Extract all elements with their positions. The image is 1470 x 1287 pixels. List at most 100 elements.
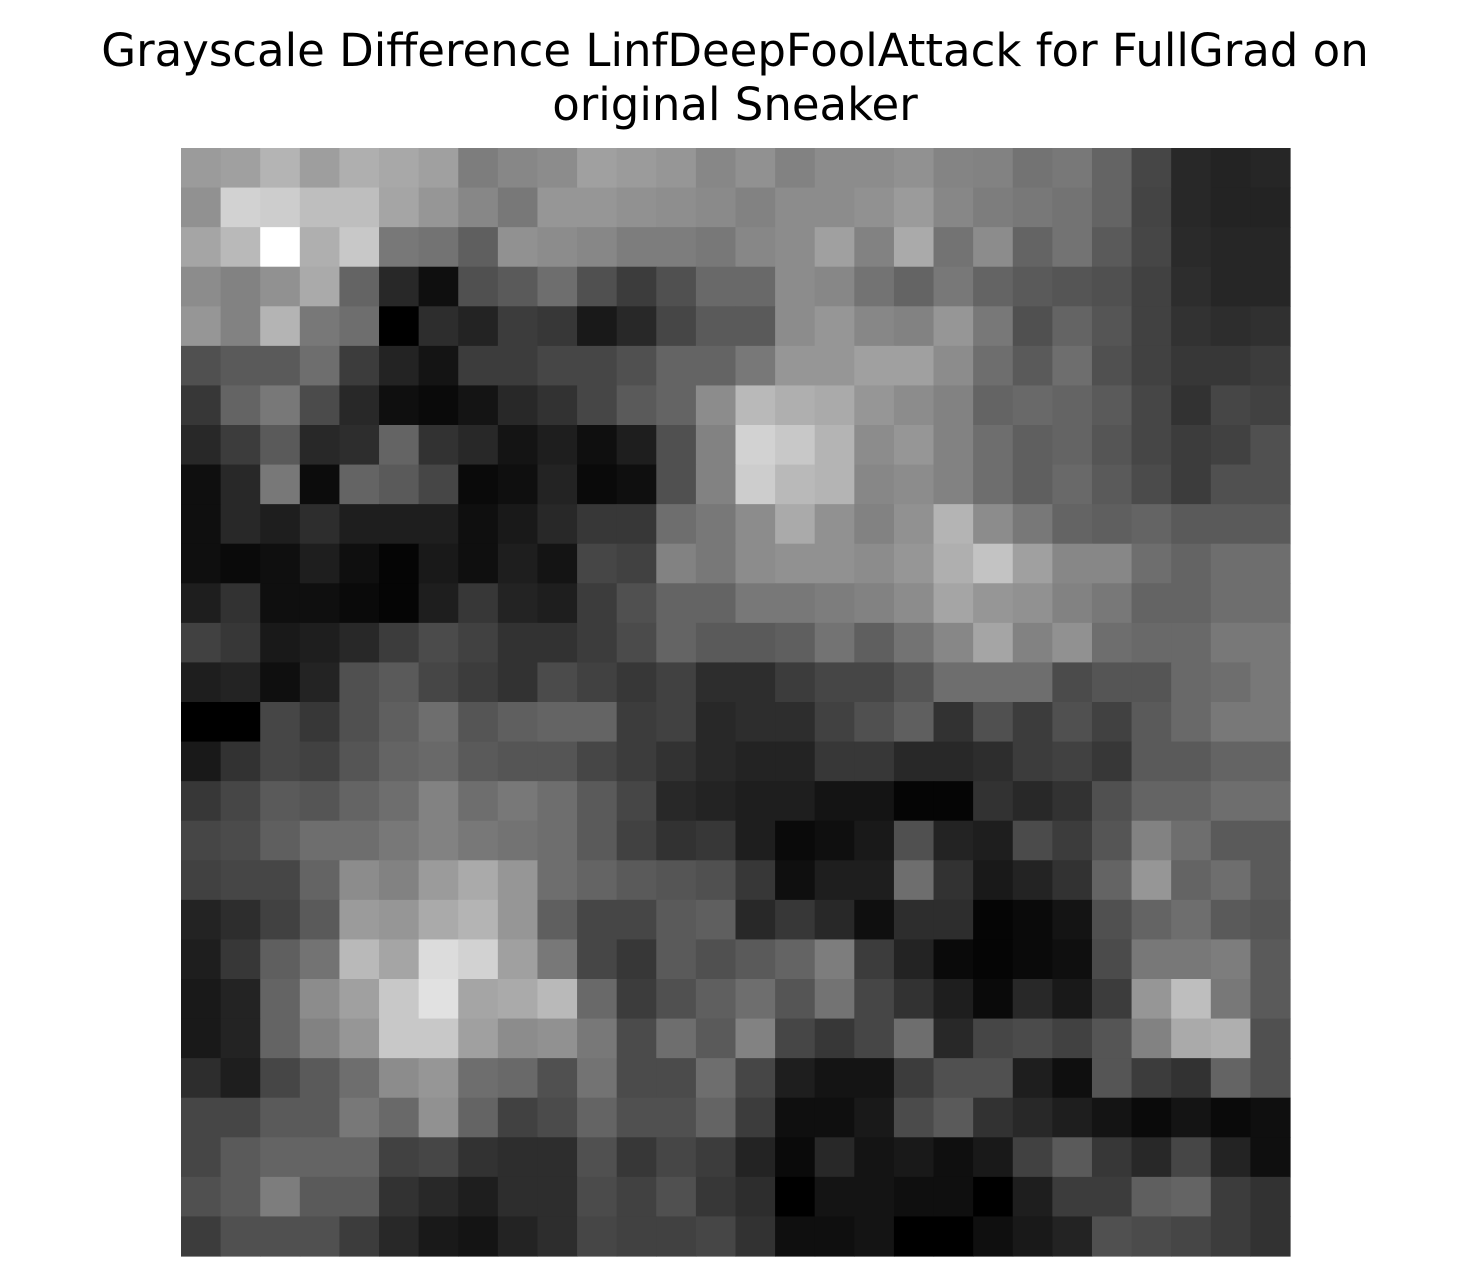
heatmap-cell: [656, 821, 696, 861]
heatmap-cell: [775, 662, 815, 702]
heatmap-cell: [339, 306, 379, 346]
heatmap-cell: [537, 1137, 577, 1177]
heatmap-cell: [617, 306, 657, 346]
heatmap-cell: [656, 188, 696, 228]
heatmap-cell: [537, 860, 577, 900]
heatmap-cell: [696, 900, 736, 940]
heatmap-cell: [656, 306, 696, 346]
heatmap-cell: [260, 583, 300, 623]
heatmap-cell: [1132, 1098, 1172, 1138]
heatmap-cell: [537, 425, 577, 465]
heatmap-cell: [458, 425, 498, 465]
heatmap-cell: [537, 1216, 577, 1256]
heatmap-cell: [617, 979, 657, 1019]
heatmap-cell: [973, 1098, 1013, 1138]
heatmap-cell: [736, 1098, 776, 1138]
heatmap-cell: [419, 781, 459, 821]
heatmap-cell: [1250, 702, 1290, 742]
heatmap-cell: [537, 900, 577, 940]
heatmap-cell: [854, 583, 894, 623]
heatmap-cell: [1171, 623, 1211, 663]
heatmap-cell: [577, 148, 617, 188]
heatmap-cell: [854, 1019, 894, 1059]
heatmap-cell: [577, 939, 617, 979]
heatmap-cell: [696, 1098, 736, 1138]
heatmap-cell: [973, 939, 1013, 979]
heatmap-cell: [854, 544, 894, 584]
heatmap-cell: [1171, 544, 1211, 584]
heatmap-cell: [339, 346, 379, 386]
heatmap-cell: [260, 742, 300, 782]
heatmap-cell: [577, 742, 617, 782]
heatmap-cell: [537, 385, 577, 425]
heatmap-cell: [419, 465, 459, 505]
heatmap-cell: [1211, 742, 1251, 782]
heatmap-cell: [934, 227, 974, 267]
heatmap-cell: [419, 821, 459, 861]
heatmap-cell: [736, 425, 776, 465]
heatmap-cell: [1250, 385, 1290, 425]
heatmap-cell: [300, 939, 340, 979]
heatmap-cell: [973, 1058, 1013, 1098]
heatmap-cell: [815, 188, 855, 228]
heatmap-cell: [458, 742, 498, 782]
heatmap-cell: [260, 1216, 300, 1256]
heatmap-cell: [419, 544, 459, 584]
heatmap-cell: [181, 1058, 221, 1098]
heatmap-cell: [815, 939, 855, 979]
heatmap-cell: [1092, 860, 1132, 900]
heatmap-cell: [221, 346, 261, 386]
heatmap-cell: [854, 148, 894, 188]
heatmap-cell: [894, 1177, 934, 1217]
heatmap-cell: [498, 148, 538, 188]
heatmap-cell: [300, 1216, 340, 1256]
heatmap-cell: [577, 227, 617, 267]
heatmap-cell: [934, 465, 974, 505]
heatmap-cell: [537, 306, 577, 346]
heatmap-cell: [617, 425, 657, 465]
heatmap-cell: [617, 1098, 657, 1138]
heatmap-cell: [221, 583, 261, 623]
heatmap-cell: [419, 742, 459, 782]
heatmap-cell: [736, 1177, 776, 1217]
heatmap-cell: [419, 702, 459, 742]
heatmap-cell: [537, 702, 577, 742]
heatmap-cell: [973, 504, 1013, 544]
heatmap-cell: [379, 939, 419, 979]
heatmap-cell: [775, 1216, 815, 1256]
heatmap-cell: [1013, 267, 1053, 307]
heatmap-cell: [498, 1019, 538, 1059]
heatmap-cell: [894, 188, 934, 228]
heatmap-cell: [815, 623, 855, 663]
heatmap-cell: [498, 1177, 538, 1217]
heatmap-cell: [1052, 267, 1092, 307]
heatmap-cell: [854, 1137, 894, 1177]
heatmap-cell: [736, 702, 776, 742]
heatmap-cell: [181, 742, 221, 782]
heatmap-cell: [1250, 583, 1290, 623]
heatmap-cell: [181, 781, 221, 821]
heatmap-cell: [379, 306, 419, 346]
heatmap-cell: [379, 623, 419, 663]
heatmap-cell: [934, 939, 974, 979]
heatmap-cell: [973, 385, 1013, 425]
heatmap-cell: [854, 781, 894, 821]
heatmap-cell: [736, 979, 776, 1019]
heatmap-cell: [934, 385, 974, 425]
heatmap-cell: [1092, 742, 1132, 782]
heatmap-cell: [379, 1137, 419, 1177]
heatmap-cell: [419, 385, 459, 425]
heatmap-cell: [181, 939, 221, 979]
heatmap-cell: [696, 979, 736, 1019]
heatmap-cell: [181, 1216, 221, 1256]
heatmap-cell: [1013, 1098, 1053, 1138]
heatmap-cell: [379, 662, 419, 702]
heatmap-cell: [181, 702, 221, 742]
heatmap-cell: [1052, 148, 1092, 188]
heatmap-cell: [181, 227, 221, 267]
heatmap-cell: [498, 188, 538, 228]
heatmap-cell: [1092, 544, 1132, 584]
heatmap-cell: [300, 1137, 340, 1177]
heatmap-cell: [656, 860, 696, 900]
heatmap-cell: [656, 227, 696, 267]
